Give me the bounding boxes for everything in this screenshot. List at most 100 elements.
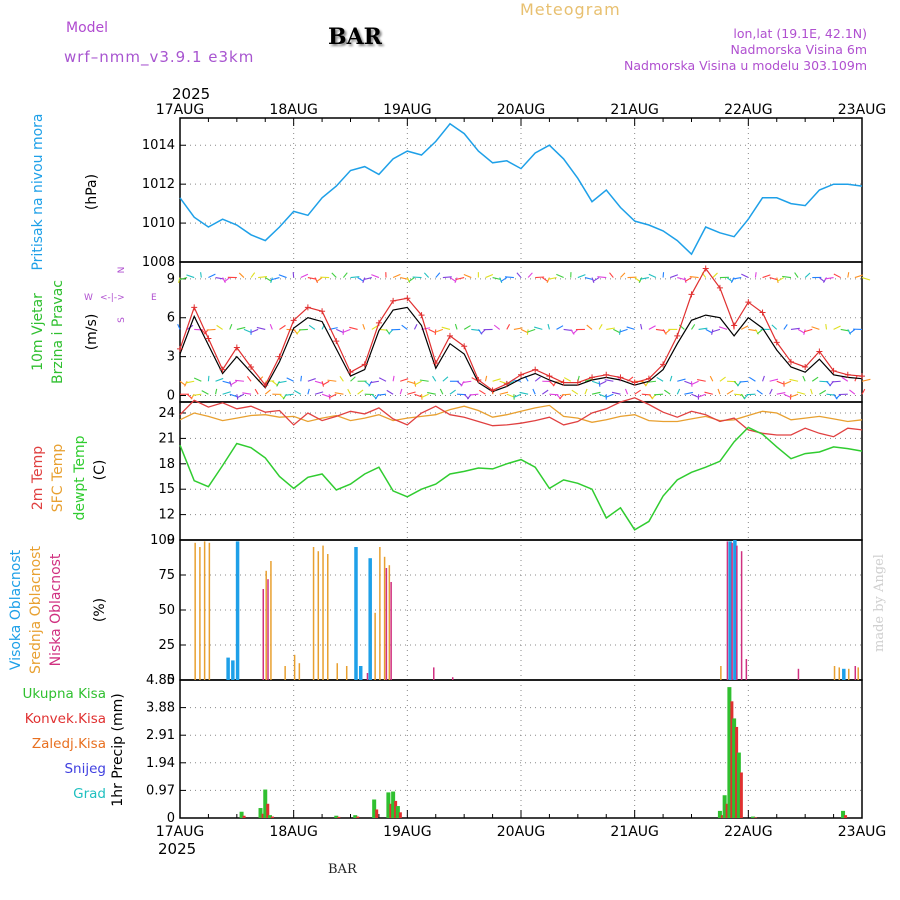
wind-arrow bbox=[730, 277, 735, 283]
dewpoint-line bbox=[179, 426, 863, 531]
wind-speed-marker bbox=[347, 369, 354, 376]
wind-speed-marker bbox=[731, 322, 738, 329]
cloud-axis-label-1: Visoka Oblacnost bbox=[8, 549, 24, 670]
wind-arrow bbox=[235, 379, 244, 382]
precip-bar-conv bbox=[754, 817, 758, 818]
wind-unit-label: (m/s) bbox=[84, 314, 100, 351]
cloud-bar-mid bbox=[383, 556, 386, 680]
wind-speed-marker bbox=[233, 344, 240, 351]
wind-arrow bbox=[634, 389, 641, 395]
wind-speed-marker bbox=[489, 387, 496, 394]
wind-arrow bbox=[513, 327, 523, 330]
wind-arrow bbox=[732, 277, 742, 280]
wind-arrow bbox=[254, 388, 259, 395]
wind-speed-marker bbox=[248, 364, 255, 370]
wind-speed-marker bbox=[759, 309, 766, 316]
cloud-bar-mid bbox=[317, 551, 320, 680]
wind-speed-marker bbox=[816, 348, 823, 355]
cloud-bar-high bbox=[226, 657, 230, 680]
cloud-bar-mid bbox=[327, 554, 329, 680]
wind-arrow bbox=[407, 391, 416, 395]
precip-bar-conv bbox=[844, 815, 848, 818]
wind-axis-label-2: Brzina i Pravac bbox=[50, 280, 66, 384]
wind-arrow bbox=[783, 380, 792, 385]
wind-arrow bbox=[236, 326, 246, 330]
wind-arrow bbox=[269, 323, 273, 330]
wind-speed-marker bbox=[205, 335, 212, 342]
wind-arrow bbox=[238, 272, 245, 278]
wind-arrow bbox=[677, 378, 686, 382]
wind-arrow bbox=[604, 379, 614, 382]
wind-arrow bbox=[684, 380, 693, 385]
precip-bar-conv bbox=[356, 816, 360, 818]
wind-arrow bbox=[847, 272, 850, 278]
wind-arrow bbox=[584, 388, 588, 395]
wind-arrow bbox=[532, 388, 536, 395]
wind-arrow bbox=[177, 323, 181, 330]
x-tick-label-top: 20AUG bbox=[497, 102, 546, 118]
wind-arrow bbox=[849, 328, 856, 335]
wind-arrow bbox=[664, 328, 671, 335]
wind-speed-marker bbox=[844, 371, 851, 378]
wind-arrow bbox=[329, 393, 337, 399]
wind-arrow bbox=[293, 390, 302, 395]
model-name: wrf–nmm_v3.9.1 e3km bbox=[64, 48, 255, 66]
wind-arrow bbox=[350, 276, 360, 279]
wind-arrow bbox=[513, 393, 522, 398]
wind-arrow bbox=[804, 272, 811, 278]
wind-arrow bbox=[527, 328, 536, 333]
precip-bar-total bbox=[391, 791, 396, 818]
cloud-bar-mid bbox=[284, 666, 286, 680]
x-tick-label-bottom: 21AUG bbox=[610, 824, 659, 840]
panel-frame-pressure bbox=[179, 117, 863, 263]
wind-arrow bbox=[184, 381, 188, 387]
wind-arrow bbox=[435, 272, 441, 278]
wind-speed-marker bbox=[177, 345, 183, 352]
wind-arrow bbox=[454, 277, 458, 284]
wind-arrow bbox=[334, 392, 344, 395]
wind-arrow bbox=[449, 277, 457, 283]
wind-arrow bbox=[307, 277, 317, 280]
wind-arrow bbox=[485, 273, 494, 279]
wind-arrow bbox=[756, 389, 763, 395]
wind-speed-marker bbox=[518, 371, 524, 378]
wind-arrow bbox=[408, 277, 415, 283]
wind-arrow bbox=[449, 389, 456, 395]
cloud-bar-high bbox=[733, 540, 737, 680]
precip-bar-total bbox=[267, 815, 272, 818]
wind-arrow bbox=[591, 380, 601, 385]
cloud-bar-low bbox=[797, 668, 800, 680]
cloud-bar-mid bbox=[833, 666, 836, 680]
wind-arrow bbox=[741, 273, 749, 279]
wind-arrow bbox=[342, 328, 351, 333]
wind-arrow bbox=[243, 328, 252, 333]
x-tick-label-top: 17AUG bbox=[156, 102, 205, 118]
wind-speed-marker bbox=[688, 291, 695, 298]
cloud-unit-label: (%) bbox=[92, 598, 108, 622]
cloud-bar-mid bbox=[388, 565, 391, 680]
cloud-bar-low bbox=[262, 589, 265, 680]
wind-arrow bbox=[556, 325, 564, 330]
wind-speed-marker bbox=[802, 364, 809, 370]
cloud-bar-mid bbox=[345, 666, 348, 680]
precip-bar-conv bbox=[261, 813, 265, 818]
wind-arrow bbox=[561, 393, 571, 396]
wind-arrow bbox=[705, 328, 713, 334]
wind-arrow bbox=[790, 327, 800, 330]
wind-arrow bbox=[186, 274, 195, 279]
wind-arrow bbox=[192, 393, 202, 397]
wind-arrow bbox=[419, 379, 429, 382]
wind-arrow bbox=[790, 393, 799, 398]
cloud-bar-mid bbox=[847, 668, 850, 680]
y-tick-label: 1012 bbox=[142, 177, 175, 192]
wind-arrow-row bbox=[180, 388, 866, 400]
wind-speed-marker bbox=[702, 265, 709, 272]
wind-arrow bbox=[810, 388, 813, 395]
x-tick-label-top: 23AUG bbox=[838, 102, 887, 118]
wind-arrow bbox=[691, 324, 696, 330]
wind-arrow bbox=[434, 328, 444, 333]
y-tick-label: 0.97 bbox=[146, 783, 175, 798]
wind-arrow bbox=[264, 389, 271, 395]
wind-arrow bbox=[664, 389, 671, 395]
cloud-bar-mid bbox=[838, 667, 841, 680]
